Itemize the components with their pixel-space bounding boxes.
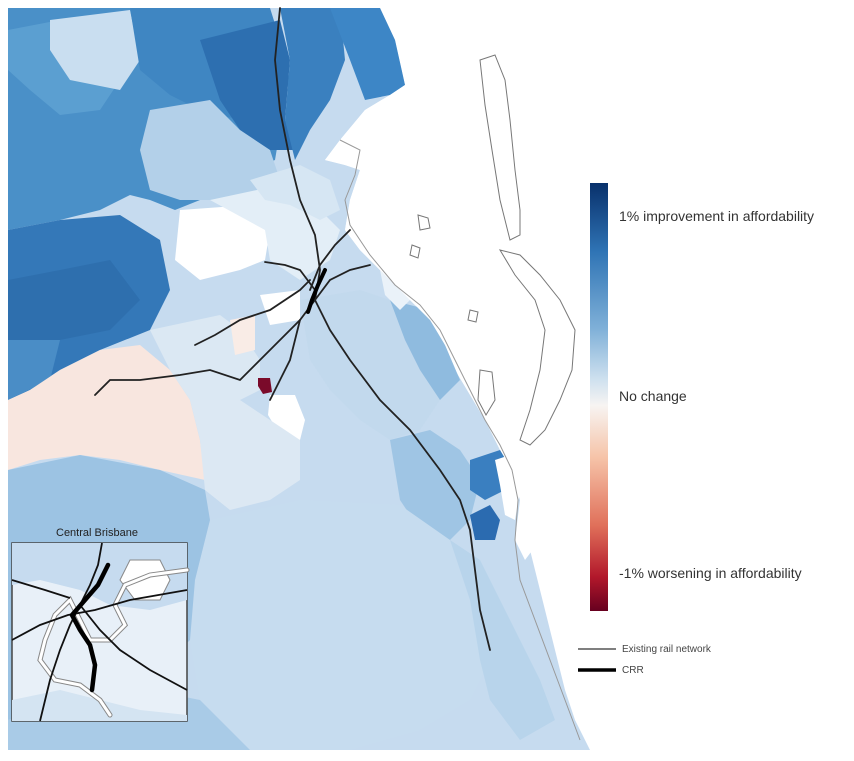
central-brisbane-inset xyxy=(11,542,190,722)
existing-rail-network xyxy=(94,7,491,651)
moreton-bay-water xyxy=(325,60,578,560)
region-shading xyxy=(8,8,555,750)
legend-middle-label: No change xyxy=(619,388,687,404)
coastline xyxy=(339,139,581,741)
legend-bottom-label: -1% worsening in affordability xyxy=(619,565,802,581)
islands xyxy=(409,54,576,446)
inset-rail-lines xyxy=(11,542,188,722)
worsening-hotspot xyxy=(258,378,272,394)
existing-rail-legend-label: Existing rail network xyxy=(622,644,711,655)
inset-crr-line xyxy=(69,562,111,693)
legend-top-label: 1% improvement in affordability xyxy=(619,208,815,224)
crr-line xyxy=(306,268,327,314)
affordability-color-scale xyxy=(590,183,608,611)
inset-title: Central Brisbane xyxy=(56,527,138,539)
crr-legend-label: CRR xyxy=(622,665,644,676)
